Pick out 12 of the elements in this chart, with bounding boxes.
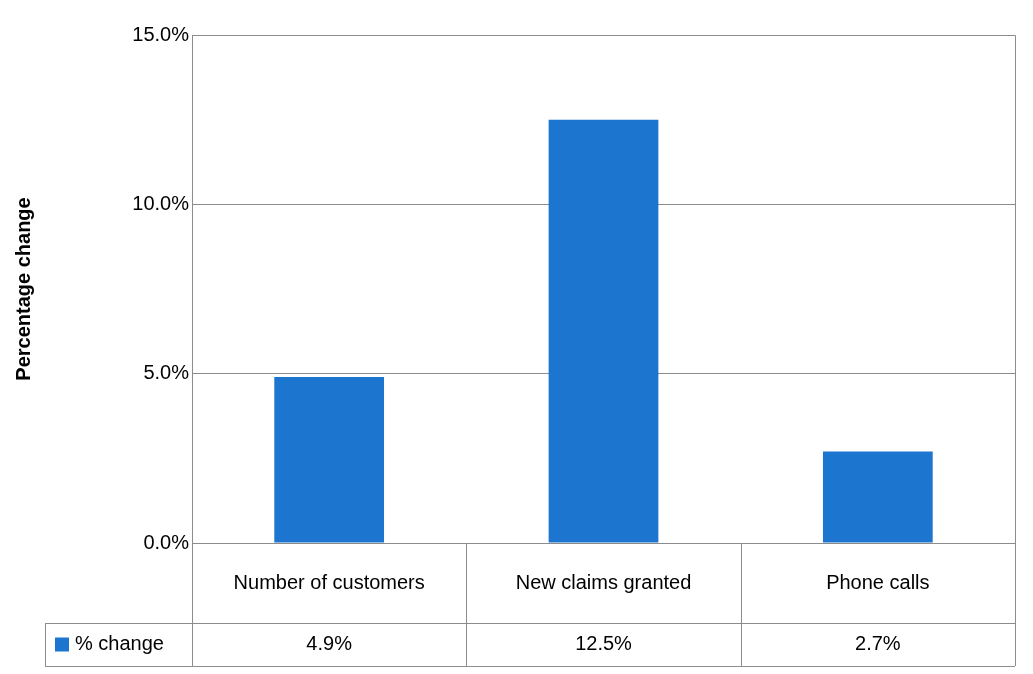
legend-label: % change bbox=[75, 632, 164, 655]
y-tick-label: 10.0% bbox=[132, 191, 190, 214]
data-label: 12.5% bbox=[575, 632, 633, 655]
x-tick-label: New claims granted bbox=[515, 570, 692, 593]
y-tick-label: 5.0% bbox=[143, 361, 190, 384]
data-label: 2.7% bbox=[855, 632, 901, 655]
y-tick-label: 15.0% bbox=[132, 22, 190, 45]
x-tick-label: Phone calls bbox=[826, 570, 930, 593]
data-label: 4.9% bbox=[306, 632, 353, 655]
x-tick-label: Number of customers bbox=[233, 570, 425, 593]
y-axis-title: Percentage change bbox=[11, 197, 34, 381]
y-tick-label: 0.0% bbox=[143, 530, 190, 553]
